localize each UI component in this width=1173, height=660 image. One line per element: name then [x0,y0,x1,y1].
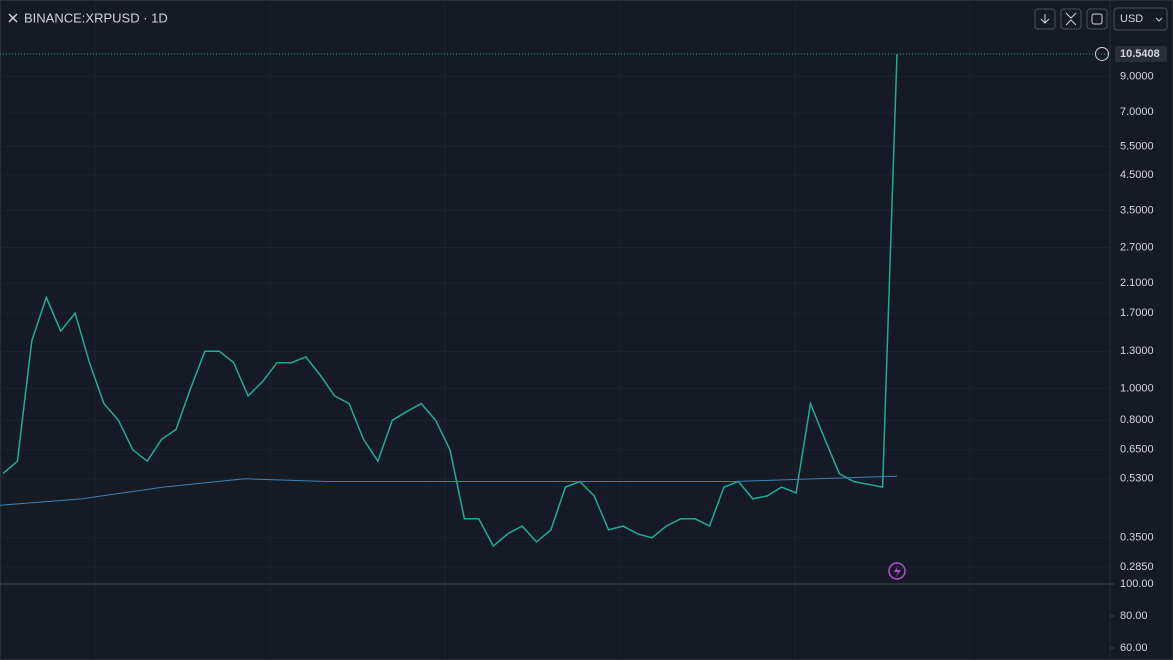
vertical-grid [94,0,971,660]
alert-icon[interactable] [888,562,906,580]
y-tick-label: 2.7000 [1120,241,1154,253]
y-tick-label: 0.6500 [1120,444,1154,456]
alert-bolt [894,566,901,577]
y-tick-label: 0.2850 [1120,561,1154,573]
y-tick-label: 5.5000 [1120,140,1154,152]
y-tick-label: 3.5000 [1120,205,1154,217]
y2-tick-label: 60.00 [1120,642,1148,654]
y-tick-label: 0.5300 [1120,473,1154,485]
symbol: BINANCE:XRPUSD · 1D [24,10,168,25]
price-line [2,53,898,548]
y-tick-label: 2.1000 [1120,277,1154,289]
y-tick-label: 0.8000 [1120,414,1154,426]
y2-tick-label: 80.00 [1120,610,1148,622]
y-tick-label: 1.3000 [1120,345,1154,357]
y2-tick-label: 100.00 [1120,578,1154,590]
toolbar-buttons[interactable] [1034,7,1168,31]
last-price-box [1115,45,1167,62]
last-price-label: 10.5408 [1120,48,1160,60]
y-tick-label: 1.0000 [1120,383,1154,395]
y-tick-label: 1.7000 [1120,307,1154,319]
y-tick-label: 0.3500 [1120,532,1154,544]
y-tick-label: 7.0000 [1120,106,1154,118]
add-button[interactable] [1095,46,1109,61]
currency[interactable]: USD [1120,13,1143,25]
price-line [0,475,898,506]
y-tick-label: 9.0000 [1120,70,1154,82]
y-tick-label: 4.5000 [1120,169,1154,181]
close-button[interactable] [8,13,18,23]
